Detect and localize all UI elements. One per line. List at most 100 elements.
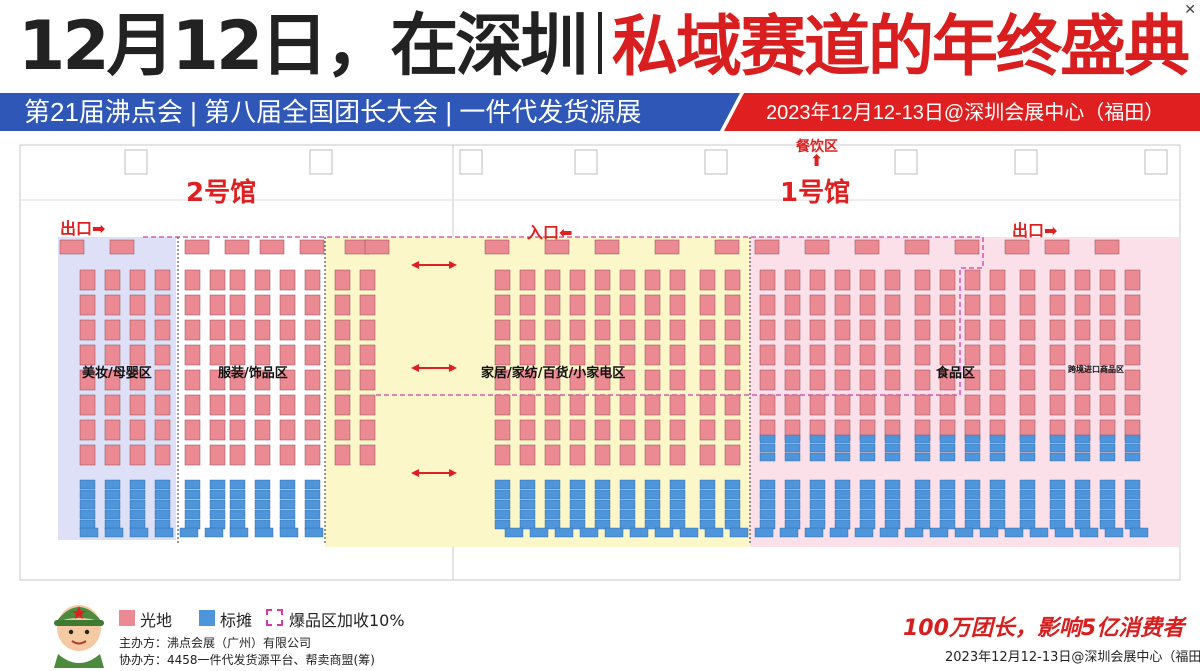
ground-booth <box>724 294 741 316</box>
standard-booth <box>784 499 801 510</box>
standard-booth <box>1049 443 1066 453</box>
ground-booth <box>229 419 246 441</box>
standard-booth <box>859 519 876 530</box>
ground-booth <box>724 344 741 366</box>
ground-booth <box>644 269 661 291</box>
ground-booth <box>964 269 981 291</box>
title-divider <box>598 12 602 74</box>
standard-booth <box>154 489 171 500</box>
ground-booth <box>859 294 876 316</box>
aisle-arrow-left-icon <box>411 364 419 372</box>
standard-booth <box>569 509 586 520</box>
ground-booth <box>669 269 686 291</box>
standard-booth <box>804 527 824 538</box>
standard-booth <box>494 509 511 520</box>
ground-booth <box>884 344 901 366</box>
ground-booth <box>859 269 876 291</box>
standard-booth <box>704 527 724 538</box>
close-icon[interactable]: ✕ <box>1184 2 1196 18</box>
ground-booth <box>104 419 121 441</box>
ground-booth <box>154 344 171 366</box>
standard-booth <box>569 489 586 500</box>
standard-booth <box>939 519 956 530</box>
standard-booth <box>129 499 146 510</box>
ground-booth <box>229 269 246 291</box>
standard-booth <box>904 527 924 538</box>
standard-booth <box>729 527 749 538</box>
standard-booth <box>184 479 201 490</box>
ground-booth <box>1019 344 1036 366</box>
standard-booth <box>779 527 799 538</box>
standard-booth <box>914 509 931 520</box>
ground-booth <box>279 369 296 391</box>
aisle-arrow-left-icon <box>411 469 419 477</box>
ground-booth <box>279 319 296 341</box>
ground-booth <box>759 319 776 341</box>
ground-booth <box>1099 369 1116 391</box>
ground-booth <box>1094 239 1120 255</box>
ground-booth <box>699 444 716 466</box>
standard-booth <box>1049 452 1066 462</box>
ground-booth <box>494 294 511 316</box>
standard-booth <box>254 499 271 510</box>
standard-booth <box>1129 527 1149 538</box>
ground-booth <box>594 319 611 341</box>
standard-booth <box>669 499 686 510</box>
standard-booth <box>914 443 931 453</box>
ground-booth <box>229 294 246 316</box>
standard-booth <box>859 499 876 510</box>
ground-booth <box>954 239 980 255</box>
standard-booth <box>669 519 686 530</box>
ground-booth <box>1049 319 1066 341</box>
ground-booth <box>784 394 801 416</box>
standard-booth <box>179 527 199 538</box>
standard-booth <box>129 489 146 500</box>
standard-booth <box>629 527 649 538</box>
ground-booth <box>809 394 826 416</box>
zone-label-apparel: 服装/饰品区 <box>218 366 288 381</box>
ground-booth <box>784 369 801 391</box>
ground-booth <box>809 369 826 391</box>
ground-booth <box>884 269 901 291</box>
ground-booth <box>859 319 876 341</box>
ground-booth <box>759 294 776 316</box>
legend-ground-swatch <box>119 610 135 626</box>
standard-booth <box>1104 527 1124 538</box>
ground-booth <box>724 369 741 391</box>
ground-booth <box>619 319 636 341</box>
standard-booth <box>939 479 956 490</box>
standard-booth <box>184 509 201 520</box>
ground-booth <box>224 239 250 255</box>
standard-booth <box>1124 519 1141 530</box>
ground-booth <box>594 294 611 316</box>
ground-booth <box>359 269 376 291</box>
ground-booth <box>914 294 931 316</box>
ground-booth <box>834 319 851 341</box>
ground-booth <box>494 369 511 391</box>
ground-booth <box>989 344 1006 366</box>
ground-booth <box>154 294 171 316</box>
exit-right-label: 出口➡ <box>1012 221 1058 240</box>
ground-booth <box>334 269 351 291</box>
info-band <box>0 93 1200 131</box>
standard-booth <box>1124 509 1141 520</box>
ground-booth <box>594 394 611 416</box>
standard-booth <box>304 499 321 510</box>
ground-booth <box>724 394 741 416</box>
restroom-icon <box>459 149 483 175</box>
aisle-arrow-right-icon <box>449 469 457 477</box>
ground-booth <box>209 294 226 316</box>
exit-left-label: 出口➡ <box>60 219 106 238</box>
ground-booth <box>644 344 661 366</box>
standard-booth <box>644 489 661 500</box>
ground-booth <box>229 444 246 466</box>
ground-booth <box>989 319 1006 341</box>
ground-booth <box>1074 394 1091 416</box>
ground-booth <box>129 394 146 416</box>
standard-booth <box>1019 443 1036 453</box>
ground-booth <box>334 394 351 416</box>
standard-booth <box>964 489 981 500</box>
standard-booth <box>1124 499 1141 510</box>
ground-booth <box>184 319 201 341</box>
standard-booth <box>304 519 321 530</box>
